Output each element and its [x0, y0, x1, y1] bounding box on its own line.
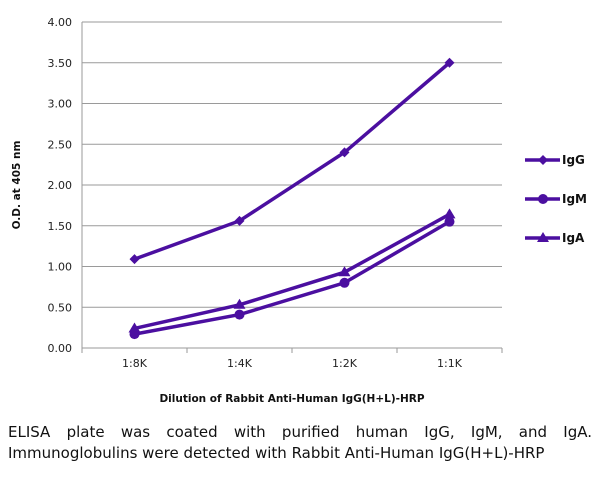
x-tick-label: 1:4K: [227, 357, 253, 370]
iga-data-point: [128, 322, 141, 333]
series-line-iga: [134, 212, 451, 331]
series-line-igg: [133, 61, 451, 261]
igm-data-point: [339, 277, 350, 288]
elisa-line-chart: 0.00 0.50 1.00 1.50 2.00 2.50 3.00 3.50 4.00 1:8K…: [11, 16, 587, 405]
y-tick-label: 0.00: [48, 342, 73, 355]
x-tick-label: 1:8K: [122, 357, 148, 370]
y-tick-label: 3.00: [48, 98, 73, 111]
y-tick-label: 2.50: [48, 138, 73, 151]
y-tick-label: 1.50: [48, 220, 73, 233]
iga-data-point: [233, 298, 246, 309]
x-tick-label: 1:2K: [332, 357, 358, 370]
igg-data-point: [444, 57, 455, 68]
y-tick-label: 2.00: [48, 179, 73, 192]
legend-label-igg: IgG: [562, 153, 585, 167]
y-axis-title: O.D. at 405 nm: [11, 141, 23, 230]
igg-data-point: [339, 147, 350, 158]
y-tick-label: 4.00: [48, 16, 73, 29]
legend-label-igm: IgM: [562, 192, 587, 206]
x-axis-title: Dilution of Rabbit Anti-Human IgG(H+L)-H…: [159, 393, 424, 405]
iga-data-point: [338, 266, 351, 277]
legend-label-iga: IgA: [562, 231, 585, 245]
igg-data-point: [129, 254, 140, 265]
igm-data-point: [234, 309, 245, 320]
y-tick-label: 0.50: [48, 301, 73, 314]
figure-caption: ELISA plate was coated with purified hum…: [8, 423, 592, 462]
legend-marker-igg: [538, 155, 548, 165]
y-tick-label: 3.50: [48, 57, 73, 70]
legend-marker-iga: [537, 232, 549, 242]
x-tick-label: 1:1K: [437, 357, 463, 370]
iga-data-point: [443, 208, 456, 219]
igm-data-point: [444, 216, 455, 227]
y-tick-label: 1.00: [48, 261, 73, 274]
igg-data-point: [234, 215, 245, 226]
legend-marker-igm: [538, 194, 548, 204]
series-line-igm: [134, 220, 451, 336]
